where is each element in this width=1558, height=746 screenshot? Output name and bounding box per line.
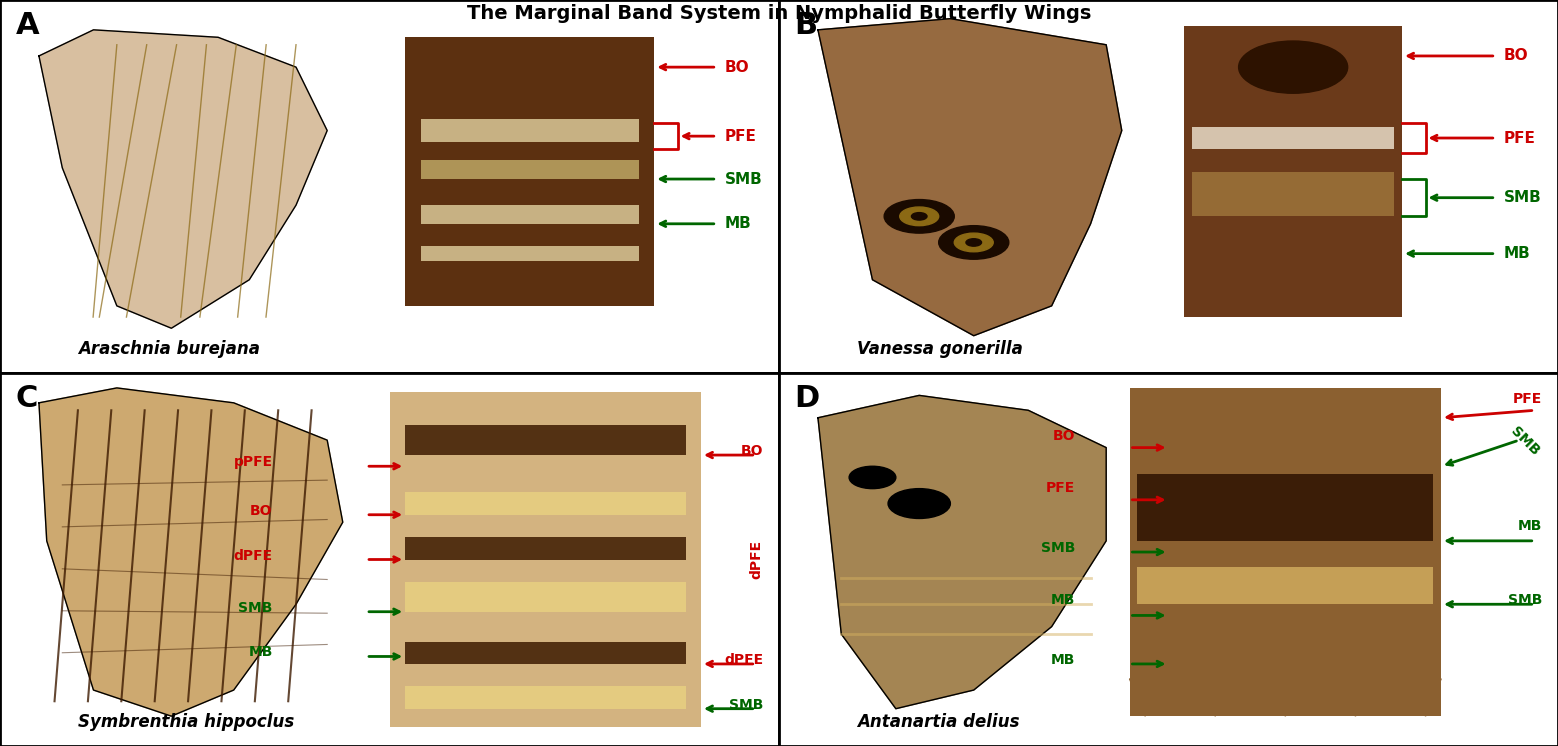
Bar bbox=[1137, 567, 1433, 604]
Text: BO: BO bbox=[1503, 48, 1528, 63]
Circle shape bbox=[953, 233, 994, 252]
Bar bbox=[390, 392, 701, 727]
Bar bbox=[1137, 474, 1433, 541]
Text: Symbrenthia hippoclus: Symbrenthia hippoclus bbox=[78, 713, 294, 731]
Bar bbox=[421, 246, 639, 261]
Bar bbox=[421, 119, 639, 142]
Text: SMB: SMB bbox=[1503, 190, 1541, 205]
Text: SMB: SMB bbox=[1508, 424, 1542, 458]
Polygon shape bbox=[1340, 679, 1371, 716]
Bar bbox=[405, 492, 686, 515]
Polygon shape bbox=[1200, 679, 1231, 716]
Text: SMB: SMB bbox=[1508, 593, 1542, 607]
Circle shape bbox=[885, 200, 953, 233]
Text: MB: MB bbox=[1050, 593, 1075, 607]
Text: PFE: PFE bbox=[1045, 481, 1075, 495]
Polygon shape bbox=[1410, 679, 1441, 716]
Bar bbox=[1192, 172, 1394, 216]
Text: pPFE: pPFE bbox=[234, 455, 273, 469]
Bar bbox=[421, 205, 639, 224]
Bar bbox=[1130, 388, 1441, 716]
Text: SMB: SMB bbox=[729, 698, 763, 712]
Text: MB: MB bbox=[724, 216, 751, 231]
Circle shape bbox=[1239, 41, 1348, 93]
Circle shape bbox=[966, 239, 982, 246]
Text: SMB: SMB bbox=[1041, 541, 1075, 555]
Circle shape bbox=[888, 489, 950, 518]
Polygon shape bbox=[1130, 679, 1161, 716]
Text: MB: MB bbox=[248, 645, 273, 659]
Text: dPFE: dPFE bbox=[234, 548, 273, 562]
Text: BO: BO bbox=[742, 444, 763, 458]
Text: A: A bbox=[16, 11, 39, 40]
Text: MB: MB bbox=[1050, 653, 1075, 667]
Polygon shape bbox=[1270, 679, 1301, 716]
Text: BO: BO bbox=[251, 504, 273, 518]
Bar bbox=[405, 686, 686, 709]
Polygon shape bbox=[39, 388, 343, 716]
Polygon shape bbox=[818, 19, 1122, 336]
Bar bbox=[405, 425, 686, 455]
Text: MB: MB bbox=[1503, 246, 1530, 261]
Bar bbox=[405, 642, 686, 664]
Circle shape bbox=[901, 207, 938, 226]
Text: Antanartia delius: Antanartia delius bbox=[857, 713, 1019, 731]
Text: BO: BO bbox=[724, 60, 749, 75]
Text: D: D bbox=[795, 384, 820, 413]
Circle shape bbox=[849, 466, 896, 489]
Bar bbox=[405, 582, 686, 612]
Text: MB: MB bbox=[1517, 518, 1542, 533]
Circle shape bbox=[938, 225, 1010, 260]
Text: BO: BO bbox=[1053, 429, 1075, 443]
Bar bbox=[1192, 127, 1394, 149]
Text: dPFE: dPFE bbox=[749, 540, 763, 579]
Text: PFE: PFE bbox=[1513, 392, 1542, 406]
Text: Araschnia burejana: Araschnia burejana bbox=[78, 340, 260, 358]
Text: The Marginal Band System in Nymphalid Butterfly Wings: The Marginal Band System in Nymphalid Bu… bbox=[467, 4, 1091, 22]
Text: PFE: PFE bbox=[724, 128, 756, 144]
Text: PFE: PFE bbox=[1503, 131, 1535, 145]
Polygon shape bbox=[818, 395, 1106, 709]
Bar bbox=[421, 160, 639, 179]
Text: dPFE: dPFE bbox=[724, 653, 763, 667]
Text: C: C bbox=[16, 384, 37, 413]
Text: SMB: SMB bbox=[724, 172, 762, 186]
Text: Vanessa gonerilla: Vanessa gonerilla bbox=[857, 340, 1022, 358]
Circle shape bbox=[911, 213, 927, 220]
Polygon shape bbox=[39, 30, 327, 328]
Bar bbox=[1184, 26, 1402, 317]
Bar bbox=[405, 537, 686, 560]
Text: SMB: SMB bbox=[238, 601, 273, 615]
Bar bbox=[405, 37, 654, 306]
Text: B: B bbox=[795, 11, 818, 40]
